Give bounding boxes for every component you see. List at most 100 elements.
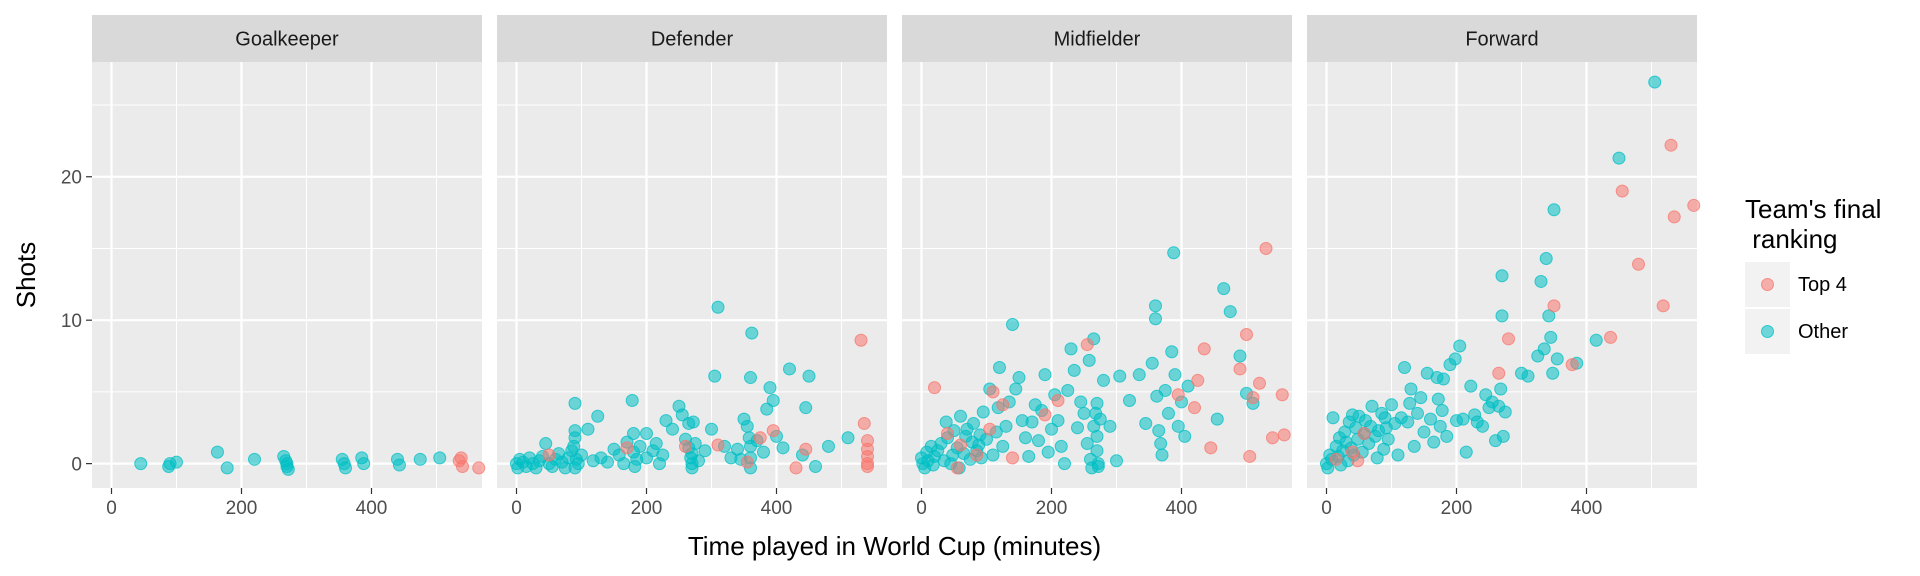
point-top-4 [456, 459, 469, 473]
point-other [210, 445, 224, 459]
x-tick-label: 0 [106, 498, 117, 519]
legend-label-other: Other [1798, 321, 1848, 343]
point-other [1025, 415, 1039, 429]
point-other [1544, 330, 1558, 344]
point-top-4 [1687, 198, 1701, 212]
point-other [1149, 312, 1162, 326]
y-tick-label: 0 [71, 455, 82, 476]
point-top-4 [766, 424, 780, 438]
x-tick-label: 400 [1571, 498, 1603, 519]
point-other [708, 369, 722, 383]
point-other [1051, 414, 1065, 428]
point-top-4 [1243, 449, 1257, 463]
strip-label-midfielder: Midfielder [1054, 29, 1141, 51]
strip-midfielder [902, 15, 1292, 62]
point-other [1103, 419, 1117, 433]
y-tick-label: 20 [61, 168, 82, 189]
point-other [1132, 368, 1146, 382]
point-other [1414, 391, 1428, 405]
point-other [809, 459, 822, 473]
point-other [1401, 415, 1415, 429]
panel-defender: Defender 0 200 400 [497, 15, 887, 519]
point-other [581, 422, 595, 436]
point-other [1440, 429, 1454, 443]
point-top-4 [854, 333, 868, 347]
point-other [357, 457, 371, 471]
point-other [1145, 356, 1159, 370]
point-other [1080, 437, 1094, 451]
point-top-4 [983, 422, 997, 436]
point-other [999, 419, 1013, 433]
point-top-4 [941, 426, 954, 440]
point-other [1589, 333, 1603, 347]
point-other [705, 422, 718, 436]
point-other [1061, 383, 1075, 397]
point-other [1534, 274, 1548, 288]
legend-label-top-4: Top 4 [1798, 274, 1847, 296]
point-other [1546, 366, 1560, 380]
point-other [220, 461, 234, 475]
point-other [1459, 445, 1473, 459]
point-top-4 [679, 439, 692, 453]
point-other [1071, 421, 1084, 435]
point-other [1210, 412, 1224, 426]
point-other [1006, 317, 1019, 331]
point-other [986, 448, 1000, 462]
point-other [1162, 406, 1175, 420]
point-other [625, 394, 639, 408]
point-other [766, 394, 780, 408]
point-other [802, 369, 816, 383]
point-other [1168, 368, 1182, 382]
point-top-4 [1632, 257, 1645, 271]
point-other [1456, 412, 1470, 426]
point-top-4 [472, 461, 486, 475]
point-other [763, 381, 777, 395]
point-other [1370, 451, 1384, 465]
point-top-4 [1171, 388, 1185, 402]
point-top-4 [1246, 391, 1260, 405]
point-top-4 [1275, 388, 1289, 402]
point-other [1178, 429, 1192, 443]
point-top-4 [986, 385, 1000, 399]
point-other [1437, 372, 1450, 386]
point-other [1495, 309, 1509, 323]
point-other [1404, 382, 1418, 396]
point-other [1012, 371, 1026, 385]
strip-label-goalkeeper: Goalkeeper [235, 29, 339, 51]
strip-goalkeeper [92, 15, 482, 62]
point-other [996, 439, 1010, 453]
y-tick-label: 10 [61, 311, 82, 332]
point-top-4 [740, 455, 754, 469]
point-other [1326, 411, 1340, 425]
y-axis-title: Shots [11, 242, 41, 309]
point-other [1427, 435, 1441, 449]
point-other [1041, 445, 1055, 459]
strip-label-forward: Forward [1465, 29, 1538, 51]
point-top-4 [1259, 241, 1273, 255]
point-other [1223, 305, 1237, 319]
point-other [1453, 339, 1467, 353]
point-other [568, 396, 582, 410]
point-other [686, 415, 700, 429]
point-other [1158, 383, 1172, 397]
point-other [1547, 203, 1561, 217]
legend: Team's final ranking Top 4 Other [1745, 194, 1881, 354]
point-other [1067, 363, 1081, 377]
point-other [1123, 394, 1136, 408]
point-other [1407, 439, 1421, 453]
point-other [339, 461, 352, 475]
point-other [591, 409, 605, 423]
point-other [281, 462, 295, 476]
point-other [433, 451, 447, 465]
point-top-4 [1253, 376, 1266, 390]
point-other [1217, 282, 1231, 296]
point-other [740, 419, 754, 433]
point-other [1181, 379, 1195, 393]
point-other [1612, 151, 1626, 165]
point-other [1167, 246, 1181, 260]
x-tick-label: 200 [226, 498, 258, 519]
point-other [539, 437, 553, 451]
legend-entries: Top 4 Other [1745, 262, 1848, 354]
x-tick-label: 0 [1321, 498, 1332, 519]
point-other [1542, 309, 1556, 323]
